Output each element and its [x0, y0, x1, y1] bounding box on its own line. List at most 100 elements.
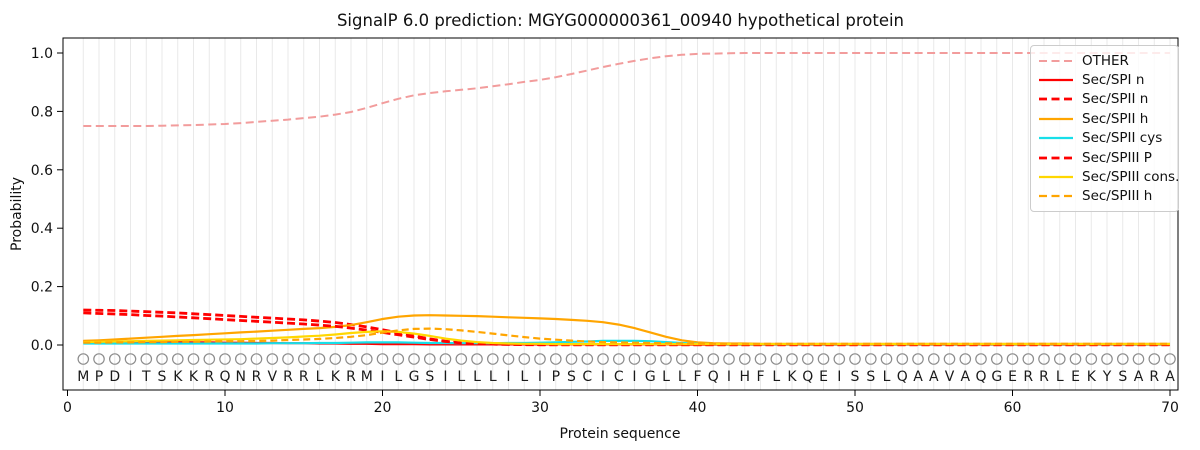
residue-letter: R [1023, 369, 1033, 385]
residue-letter: E [1071, 369, 1080, 385]
residue-marker [581, 353, 594, 365]
residue-letter: I [506, 369, 510, 385]
residue-letter: H [740, 369, 751, 385]
legend-line-sample [1039, 175, 1073, 179]
residue-letter: S [425, 369, 434, 385]
legend-label: Sec/SPIII h [1082, 188, 1153, 205]
legend-item: Sec/SPIII P [1039, 148, 1172, 167]
residue-marker [707, 353, 720, 365]
residue-letter: F [756, 369, 764, 385]
residue-marker [723, 353, 735, 365]
residue-letter: F [693, 369, 701, 385]
x-axis-label: Protein sequence [559, 426, 681, 442]
residue-letter: R [283, 369, 293, 385]
legend-item: Sec/SPII h [1039, 109, 1172, 128]
residue-marker [502, 353, 515, 365]
residue-marker [817, 353, 830, 365]
legend-label: OTHER [1082, 52, 1129, 69]
residue-letter: D [109, 369, 120, 385]
residue-letter: E [819, 369, 828, 385]
residue-marker [1006, 353, 1019, 365]
legend-item: Sec/SPIII cons. [1039, 167, 1179, 186]
residue-marker [959, 353, 972, 365]
residue-letter: S [1118, 369, 1127, 385]
residue-letter: C [582, 369, 592, 385]
residue-marker [455, 353, 468, 365]
residue-letter: Y [1102, 369, 1112, 385]
x-tick-label: 0 [63, 400, 72, 416]
residue-letter: G [409, 369, 420, 385]
residue-marker [124, 353, 137, 365]
residue-letter: A [1165, 369, 1175, 385]
residue-letter: M [77, 369, 89, 385]
residue-marker [1117, 353, 1129, 365]
residue-letter: Q [802, 369, 813, 385]
residue-letter: G [991, 369, 1002, 385]
legend-label: Sec/SPII cys [1082, 130, 1163, 147]
residue-letter: L [473, 369, 481, 385]
residue-letter: Q [975, 369, 986, 385]
residue-marker [880, 353, 893, 365]
residue-marker [219, 353, 231, 365]
residue-marker [203, 353, 216, 365]
residue-letter: Q [708, 369, 719, 385]
residue-marker [1132, 353, 1145, 365]
residue-letter: R [252, 369, 262, 385]
residue-marker [597, 353, 609, 365]
residue-marker [345, 353, 357, 365]
residue-letter: I [837, 369, 841, 385]
residue-letter: R [299, 369, 309, 385]
residue-marker [297, 353, 310, 365]
residue-letter: K [189, 369, 199, 385]
residue-letter: L [394, 369, 402, 385]
residue-marker [738, 353, 751, 365]
residue-marker [471, 353, 483, 365]
residue-letter: T [141, 369, 151, 385]
x-tick-label: 10 [216, 400, 234, 416]
residue-marker [675, 353, 688, 365]
residue-letter: R [1149, 369, 1159, 385]
residue-letter: I [727, 369, 731, 385]
legend-label: Sec/SPI n [1082, 72, 1145, 89]
residue-marker [943, 353, 956, 365]
residue-marker [1148, 353, 1161, 365]
legend-item: Sec/SPI n [1039, 70, 1172, 89]
residue-marker [801, 353, 814, 365]
residue-marker [1101, 353, 1113, 365]
residue-letter: A [1134, 369, 1144, 385]
residue-letter: A [929, 369, 939, 385]
residue-letter: A [961, 369, 971, 385]
series-other [83, 52, 1170, 127]
residue-letter: N [236, 369, 246, 385]
residue-marker [282, 353, 294, 365]
residue-marker [250, 353, 263, 365]
legend: OTHER Sec/SPI n Sec/SPII n Sec/SPII h Sec/SP… [1030, 45, 1179, 212]
legend-label: Sec/SPII n [1082, 91, 1149, 108]
residue-letter: C [614, 369, 624, 385]
residue-letter: V [945, 369, 955, 385]
residue-marker [187, 353, 200, 365]
residue-marker [612, 353, 625, 365]
residue-marker [156, 353, 168, 365]
y-tick-label: 0.8 [31, 104, 53, 120]
legend-item: Sec/SPII cys [1039, 129, 1172, 148]
legend-line-sample [1039, 137, 1073, 140]
residue-letter: I [601, 369, 605, 385]
residue-marker [975, 353, 987, 365]
residue-letter: I [538, 369, 542, 385]
series-sec-spiii-h [83, 327, 1170, 345]
residue-marker [235, 353, 247, 365]
residue-letter: S [851, 369, 860, 385]
residue-letter: K [173, 369, 183, 385]
y-axis-label: Probability [9, 176, 25, 252]
residue-marker [849, 353, 861, 365]
x-tick-label: 70 [1161, 400, 1179, 416]
residue-marker [77, 353, 90, 365]
residue-letter: L [1056, 369, 1064, 385]
residue-marker [408, 353, 420, 365]
y-tick-label: 0.0 [31, 338, 53, 354]
residue-letter: R [346, 369, 356, 385]
legend-line-sample [1039, 156, 1073, 159]
residue-marker [140, 353, 153, 365]
